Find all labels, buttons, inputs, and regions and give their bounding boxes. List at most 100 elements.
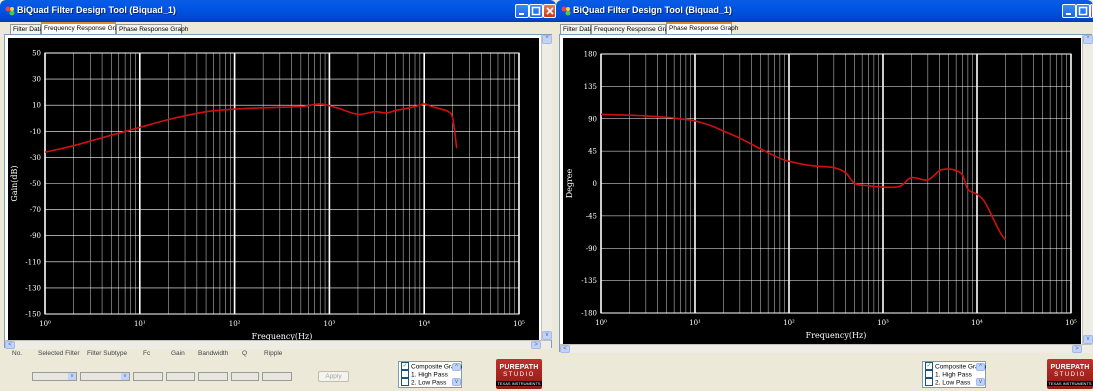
list-item-high-pass[interactable]: 1. High Pass: [401, 370, 448, 379]
x-tick-label: 10⁵: [1065, 319, 1077, 327]
y-tick-label: 50: [32, 50, 41, 58]
window-phase-response: BiQuad Filter Design Tool (Biquad_1) Fil…: [556, 0, 1093, 391]
list-scroll-up-button[interactable]: ^: [976, 363, 985, 371]
y-tick-label: -70: [30, 206, 41, 214]
tab-phase-response-graph[interactable]: Phase Response Graph: [666, 22, 738, 34]
title-bar[interactable]: BiQuad Filter Design Tool (Biquad_1): [0, 0, 556, 22]
x-axis-label: Frequency(Hz): [252, 332, 313, 340]
y-axis-label: Gain(dB): [10, 165, 19, 201]
graph-panel: 10⁰ 10¹ 10² 10³ 10⁴ 10⁵ 180 135 90 45 0 -45 -90 -135 -…: [559, 34, 1093, 353]
tab-strip: Filter Data Frequency Response Graph Pha…: [556, 22, 1093, 34]
checkbox-checked-icon[interactable]: ✓: [401, 362, 409, 370]
list-item-low-pass[interactable]: 2. Low Pass: [401, 378, 446, 387]
checkbox-icon[interactable]: [925, 378, 933, 386]
checkbox-icon[interactable]: [401, 370, 409, 378]
x-tick-label: 10⁴: [418, 320, 430, 328]
minimize-button[interactable]: [515, 4, 529, 18]
x-tick-label: 10¹: [134, 320, 146, 328]
app-icon: [561, 6, 571, 16]
apply-button[interactable]: Apply: [318, 371, 349, 382]
plot-frame: [600, 53, 1072, 314]
scroll-right-button[interactable]: >: [531, 341, 541, 349]
y-tick-label: -110: [25, 258, 41, 266]
tab-strip: Filter Data Frequency Response Graph Pha…: [0, 22, 556, 34]
tab-phase-response-graph[interactable]: Phase Response Graph: [116, 24, 188, 34]
horizontal-scrollbar[interactable]: < >: [5, 340, 551, 349]
list-scroll-down-button[interactable]: v: [452, 378, 461, 386]
vertical-scrollbar[interactable]: ^ v: [541, 35, 552, 340]
graph-panel: 10⁰ 10¹ 10² 10³ 10⁴ 10⁵ 50 30 10 -10 -30 -50 -70 -90 -…: [4, 34, 552, 349]
x-tick-label: 10¹: [689, 319, 701, 327]
y-tick-label: -30: [30, 154, 41, 162]
x-tick-label: 10²: [229, 320, 241, 328]
app-icon: [5, 6, 15, 16]
y-tick-label: 90: [588, 115, 597, 123]
window-frequency-response: BiQuad Filter Design Tool (Biquad_1) Fil…: [0, 0, 556, 391]
maximize-button[interactable]: [1076, 4, 1090, 18]
y-axis-label: Degree: [565, 168, 574, 198]
filter-subtype-select[interactable]: v: [80, 372, 130, 381]
fc-field[interactable]: [133, 372, 163, 381]
y-tick-label: -10: [30, 128, 41, 136]
y-tick-label: -90: [30, 232, 41, 240]
tab-filter-data[interactable]: Filter Data: [10, 24, 43, 34]
gain-field[interactable]: [166, 372, 195, 381]
y-tick-label: 45: [588, 148, 597, 156]
list-item-composite-graph[interactable]: ✓ Composite Graph: [401, 362, 462, 371]
scroll-down-button[interactable]: v: [1083, 335, 1093, 344]
filter-list[interactable]: ✓ Composite Graph 1. High Pass 2. Low Pas…: [922, 361, 986, 388]
fc-label: Fc: [143, 350, 151, 357]
no-label: No.: [12, 350, 23, 357]
list-scroll-down-button[interactable]: v: [976, 378, 985, 386]
x-axis-label: Frequency(Hz): [806, 331, 867, 340]
scroll-right-button[interactable]: >: [1072, 345, 1082, 353]
list-item-composite-graph[interactable]: ✓ Composite Graph: [925, 362, 986, 371]
checkbox-icon[interactable]: [401, 378, 409, 386]
ripple-label: Ripple: [264, 350, 283, 357]
checkbox-checked-icon[interactable]: ✓: [925, 362, 933, 370]
q-label: Q: [242, 350, 248, 357]
title-bar[interactable]: BiQuad Filter Design Tool (Biquad_1): [556, 0, 1093, 22]
selected-filter-label: Selected Filter: [38, 350, 80, 357]
q-field[interactable]: [231, 372, 259, 381]
horizontal-scrollbar[interactable]: < >: [560, 344, 1092, 353]
selected-filter-select[interactable]: v: [32, 372, 77, 381]
y-tick-label: -135: [581, 277, 597, 285]
scroll-up-button[interactable]: ^: [542, 35, 552, 44]
tab-frequency-response-graph[interactable]: Frequency Response Graph: [41, 22, 126, 34]
list-item-high-pass[interactable]: 1. High Pass: [925, 370, 972, 379]
y-tick-label: -130: [25, 284, 41, 292]
minimize-button[interactable]: [1062, 4, 1076, 18]
vertical-scrollbar[interactable]: ^ v: [1082, 35, 1093, 344]
ripple-field[interactable]: [262, 372, 292, 381]
checkbox-icon[interactable]: [925, 370, 933, 378]
y-tick-label: 30: [32, 76, 41, 84]
scroll-left-button[interactable]: <: [5, 341, 15, 349]
x-tick-label: 10⁰: [39, 320, 51, 328]
x-tick-label: 10³: [324, 320, 336, 328]
maximize-button[interactable]: [529, 4, 543, 18]
scroll-up-button[interactable]: ^: [1083, 35, 1093, 44]
phase-chart: 10⁰ 10¹ 10² 10³ 10⁴ 10⁵ 180 135 90 45 0 -45 -90 -135 -…: [565, 51, 1077, 341]
y-tick-label: 180: [584, 51, 597, 59]
y-tick-label: -50: [30, 180, 41, 188]
filter-list[interactable]: ✓ Composite Graph 1. High Pass 2. Low Pas…: [398, 361, 462, 388]
y-tick-label: -90: [586, 245, 597, 253]
close-button[interactable]: [543, 4, 556, 18]
y-tick-label: -180: [581, 310, 597, 318]
bandwidth-label: Bandwidth: [198, 350, 229, 357]
scroll-down-button[interactable]: v: [542, 331, 552, 340]
x-tick-label: 10²: [783, 319, 795, 327]
list-scroll-up-button[interactable]: ^: [452, 363, 461, 371]
tab-frequency-response-graph[interactable]: Frequency Response Graph: [591, 24, 676, 34]
bandwidth-field[interactable]: [198, 372, 228, 381]
x-tick-label: 10⁴: [971, 319, 983, 327]
scroll-left-button[interactable]: <: [560, 345, 570, 353]
list-item-low-pass[interactable]: 2. Low Pass: [925, 378, 970, 387]
series-line: [44, 103, 458, 153]
plot-frame: [44, 52, 520, 315]
y-tick-label: -45: [586, 212, 597, 220]
series-line: [600, 113, 1006, 241]
tab-filter-data[interactable]: Filter Data: [560, 24, 593, 34]
purepath-studio-logo: PUREPATH STUDIO TEXAS INSTRUMENTS: [1047, 359, 1093, 389]
